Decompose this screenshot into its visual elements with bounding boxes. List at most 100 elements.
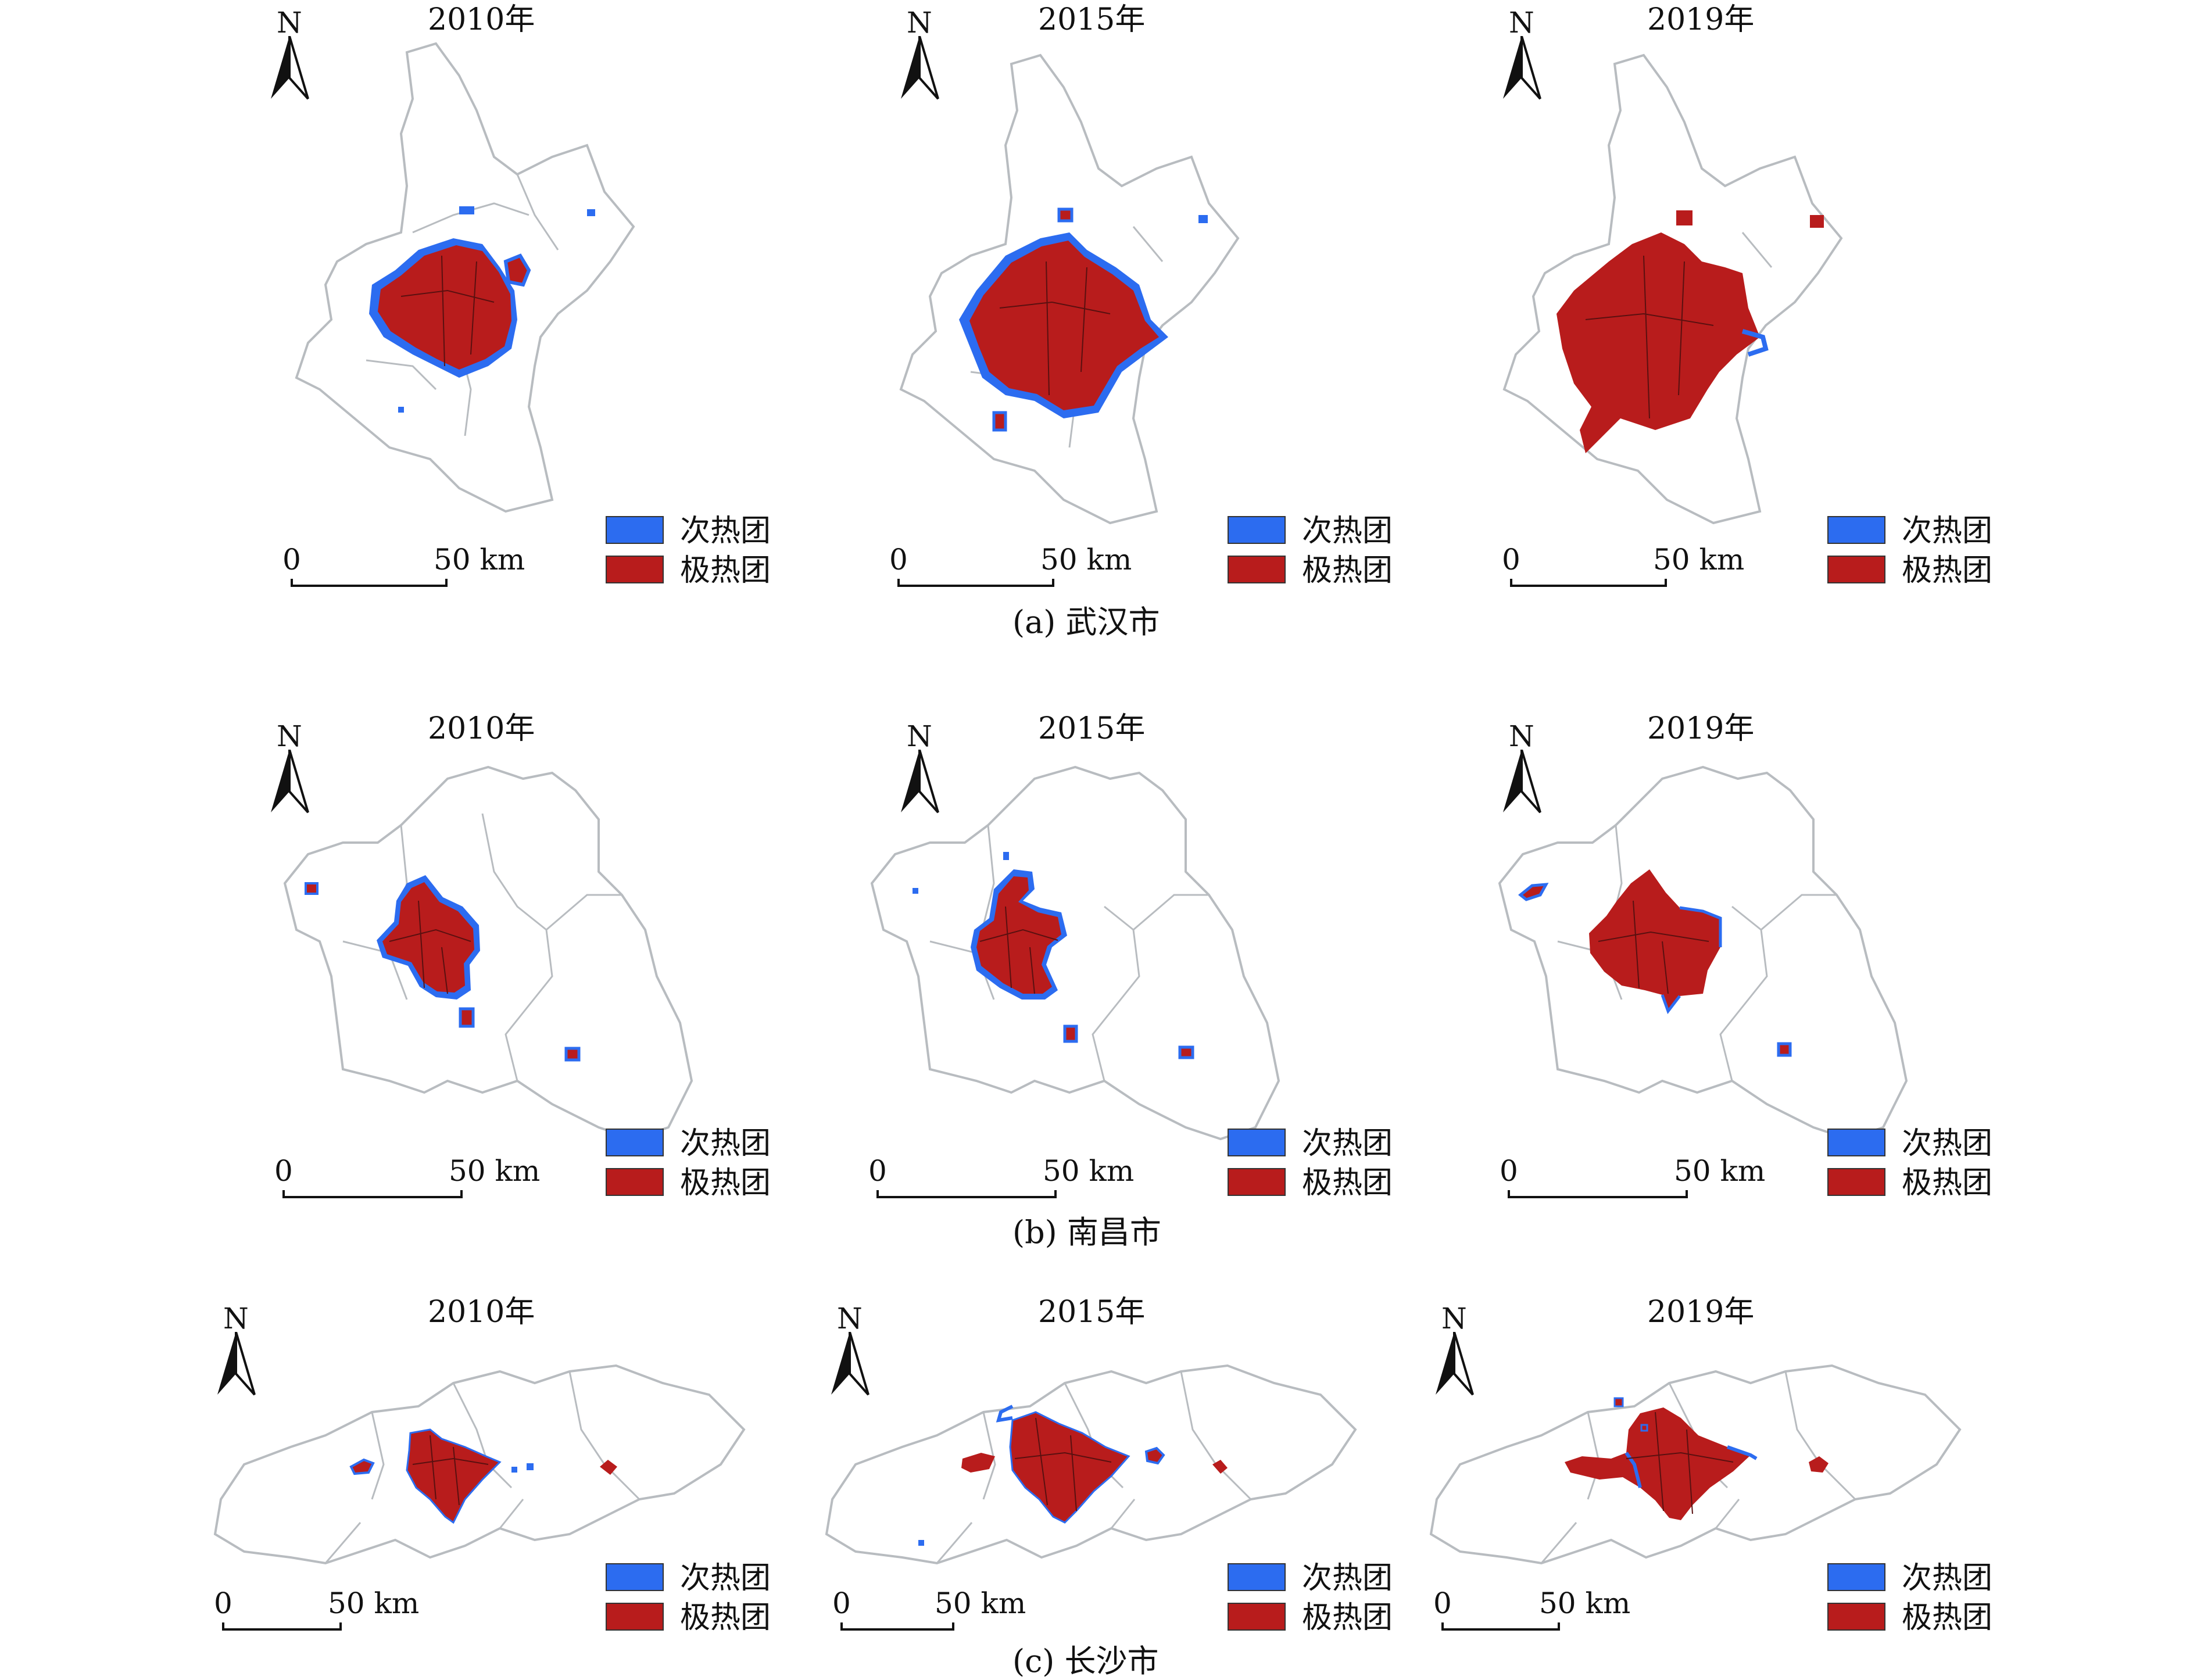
extreme-hotspot-patch <box>1809 1456 1829 1473</box>
legend-label-extreme: 极热团 <box>1902 553 1993 588</box>
extreme-hotspot-patch <box>1057 207 1074 223</box>
panel-year: 2015年 <box>1038 1295 1146 1330</box>
north-arrow-icon <box>901 750 939 814</box>
extreme-hotspot-patch <box>1178 1045 1194 1059</box>
scale-end-label: 50 km <box>449 1154 541 1188</box>
legend-swatch-secondary <box>606 1563 664 1591</box>
scale-bar: 0 50 km <box>832 1589 1026 1647</box>
extreme-hotspot <box>1009 1411 1130 1524</box>
north-arrow-icon <box>271 36 309 100</box>
city-boundary <box>870 765 1280 1141</box>
legend-label-extreme: 极热团 <box>1302 1600 1393 1635</box>
scale-end-label: 50 km <box>434 543 525 576</box>
north-arrow: N <box>269 6 315 100</box>
secondary-hotspot-patch <box>527 1463 534 1470</box>
legend-label-secondary: 次热团 <box>680 1126 771 1161</box>
scale-bar-line <box>1510 579 1667 587</box>
north-arrow-icon <box>831 1332 870 1396</box>
north-label: N <box>1441 1302 1467 1335</box>
north-label: N <box>277 719 302 753</box>
scale-bar-line <box>222 1622 342 1631</box>
panel-year: 2019年 <box>1647 2 1755 37</box>
legend-swatch-secondary <box>1228 1129 1286 1156</box>
extreme-hotspot-patch <box>1212 1460 1228 1474</box>
north-label: N <box>837 1302 863 1335</box>
scale-start-label: 0 <box>868 1154 887 1188</box>
legend: 次热团 极热团 <box>606 515 803 596</box>
extreme-hotspot-patch <box>1777 1042 1792 1057</box>
extreme-hotspot-patch <box>503 253 531 287</box>
legend: 次热团 极热团 <box>1827 1562 2025 1643</box>
changsha-2015-map <box>825 1364 1357 1565</box>
legend-label-extreme: 极热团 <box>680 1166 771 1201</box>
scale-end-label: 50 km <box>935 1586 1026 1620</box>
extreme-hotspot-patch <box>600 1460 617 1475</box>
extreme-hotspot <box>969 241 1159 410</box>
legend: 次热团 极热团 <box>1228 515 1425 596</box>
north-label: N <box>223 1302 249 1335</box>
legend-swatch-secondary <box>1827 1563 1885 1591</box>
panel-year: 2015年 <box>1038 2 1146 37</box>
scale-bar: 0 50 km <box>889 545 1132 603</box>
scale-bar-line <box>1508 1190 1688 1198</box>
legend-swatch-extreme <box>1827 1603 1885 1631</box>
legend-label-secondary: 次热团 <box>1302 1126 1393 1161</box>
legend-swatch-secondary <box>1827 516 1885 544</box>
north-label: N <box>1509 719 1534 753</box>
inner-boundary <box>1626 1412 1734 1514</box>
extreme-hotspot-patch <box>992 411 1007 432</box>
extreme-hotspot-patch <box>349 1458 375 1475</box>
legend: 次热团 极热团 <box>1228 1562 1425 1643</box>
scale-bar: 0 50 km <box>1433 1589 1630 1647</box>
nanchang-2010-map <box>283 765 693 1141</box>
legend-label-secondary: 次热团 <box>680 514 771 549</box>
wuhan-2010-map <box>295 42 635 513</box>
extreme-hotspot-patch <box>564 1047 581 1062</box>
scale-bar: 0 50 km <box>1502 545 1744 603</box>
north-arrow: N <box>1501 719 1547 814</box>
north-arrow-icon <box>1503 36 1541 100</box>
scale-end-label: 50 km <box>328 1586 420 1620</box>
inner-boundary <box>1598 900 1709 994</box>
scale-end-label: 50 km <box>1653 543 1745 576</box>
panel-year: 2015年 <box>1038 711 1146 746</box>
extreme-hotspot-patch <box>1810 215 1824 228</box>
scale-bar: 0 50 km <box>1500 1156 1765 1215</box>
scale-start-label: 0 <box>282 543 301 576</box>
city-boundary <box>283 765 693 1141</box>
row-caption: (c) 长沙市 <box>1012 1643 1159 1679</box>
scale-end-label: 50 km <box>1674 1154 1766 1188</box>
legend-swatch-extreme <box>1228 1603 1286 1631</box>
secondary-hotspot-edge <box>1625 1445 1758 1488</box>
extreme-hotspot-patch <box>961 1453 995 1473</box>
secondary-hotspot-patch <box>459 206 474 214</box>
legend-swatch-secondary <box>1228 1563 1286 1591</box>
legend-label-secondary: 次热团 <box>1302 1561 1393 1596</box>
secondary-hotspot-patch <box>587 209 595 216</box>
row-caption: (b) 南昌市 <box>1012 1214 1161 1251</box>
secondary-hotspot-patch <box>398 407 404 413</box>
scale-bar-line <box>291 579 448 587</box>
inner-boundary <box>979 906 1058 994</box>
scale-bar: 0 50 km <box>282 543 525 603</box>
secondary-hotspot-patch <box>511 1467 517 1473</box>
north-arrow-icon <box>217 1332 256 1396</box>
legend-label-extreme: 极热团 <box>680 553 771 588</box>
north-arrow: N <box>1501 8 1547 100</box>
legend-swatch-secondary <box>606 516 664 544</box>
inner-boundary <box>1014 1417 1112 1511</box>
scale-bar-line <box>840 1622 954 1631</box>
changsha-2010-map <box>213 1364 746 1565</box>
panel-year: 2019年 <box>1647 711 1755 746</box>
extreme-hotspot-patch <box>1676 210 1693 225</box>
extreme-hotspot <box>976 876 1061 994</box>
extreme-hotspot-patch <box>1518 883 1549 901</box>
north-arrow: N <box>899 8 945 100</box>
north-label: N <box>277 6 302 40</box>
nanchang-2015-map <box>870 765 1280 1141</box>
north-arrow-icon <box>1503 750 1541 814</box>
legend-swatch-extreme <box>1827 556 1885 583</box>
scale-start-label: 0 <box>274 1154 293 1188</box>
legend: 次热团 极热团 <box>606 1562 803 1643</box>
extreme-hotspot-patch <box>1063 1025 1078 1043</box>
